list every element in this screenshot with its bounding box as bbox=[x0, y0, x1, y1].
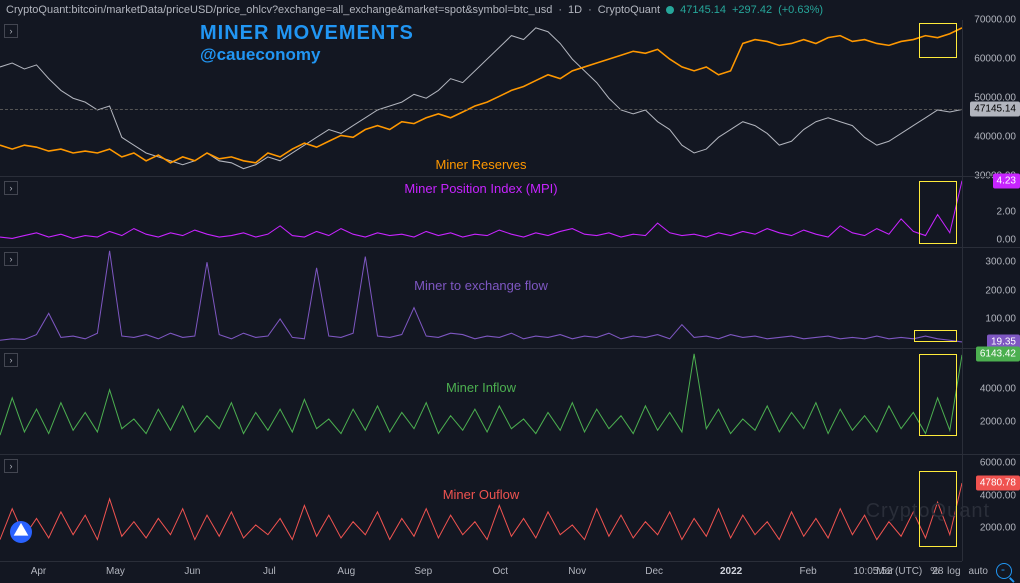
y-axis-area: 70000.0060000.0050000.0040000.0030000.00… bbox=[962, 20, 1020, 561]
xtick: Jul bbox=[263, 566, 276, 577]
value-tag-price: 47145.14 bbox=[970, 102, 1020, 117]
xtick: Nov bbox=[568, 566, 586, 577]
auto-label[interactable]: auto bbox=[969, 566, 988, 577]
value-tag-outflow: 4780.78 bbox=[976, 476, 1020, 491]
axis-panel-mpi[interactable]: 2.00 0.00 4.23 bbox=[962, 176, 1020, 247]
ytick: 2000.00 bbox=[980, 523, 1016, 534]
ytick: 100.00 bbox=[985, 314, 1016, 325]
zoom-icon[interactable] bbox=[996, 563, 1012, 579]
author-handle: @caueconomy bbox=[200, 45, 414, 65]
interval: 1D bbox=[568, 0, 582, 20]
main-title: MINER MOVEMENTS bbox=[200, 22, 414, 45]
log-label[interactable]: log bbox=[947, 566, 960, 577]
axis-panel-inflow[interactable]: 4000.00 2000.00 6143.42 bbox=[962, 348, 1020, 455]
xtick: Oct bbox=[492, 566, 508, 577]
panel-label-mpi: Miner Position Index (MPI) bbox=[404, 181, 557, 196]
highlight-box bbox=[919, 181, 957, 244]
series-m2e bbox=[0, 251, 962, 342]
highlight-box bbox=[914, 330, 957, 342]
panel-mpi[interactable]: › Miner Position Index (MPI) bbox=[0, 176, 962, 247]
panel-label-m2e: Miner to exchange flow bbox=[414, 278, 548, 293]
xtick: Jun bbox=[184, 566, 200, 577]
axis-panel-price[interactable]: 70000.0060000.0050000.0040000.0030000.00… bbox=[962, 20, 1020, 176]
x-axis: AprMayJunJulAugSepOctNovDec2022FebMar28 bbox=[0, 561, 962, 583]
xtick: Aug bbox=[337, 566, 355, 577]
panel-toggle[interactable]: › bbox=[4, 252, 18, 266]
xtick: Apr bbox=[31, 566, 47, 577]
last-price: 47145.14 bbox=[680, 0, 726, 20]
title-overlay: MINER MOVEMENTS @caueconomy bbox=[200, 22, 414, 65]
highlight-box bbox=[919, 354, 957, 436]
alert-badge-icon[interactable] bbox=[10, 521, 32, 543]
ytick: 4000.00 bbox=[980, 384, 1016, 395]
ytick: 300.00 bbox=[985, 257, 1016, 268]
clock: 10:05:52 (UTC) bbox=[853, 566, 922, 577]
status-dot bbox=[666, 6, 674, 14]
charts-area: › Miner Reserves › Miner Position Index (MP… bbox=[0, 20, 962, 561]
value-tag-mpi: 4.23 bbox=[993, 174, 1020, 189]
panel-outflow[interactable]: › Miner Ouflow bbox=[0, 454, 962, 561]
price-change: +297.42 bbox=[732, 0, 772, 20]
ytick: 0.00 bbox=[997, 235, 1016, 246]
price-change-pct: (+0.63%) bbox=[778, 0, 823, 20]
panel-label-outflow: Miner Ouflow bbox=[443, 487, 520, 502]
ytick: 40000.00 bbox=[974, 132, 1016, 143]
panel-toggle[interactable]: › bbox=[4, 459, 18, 473]
ytick: 2.00 bbox=[997, 207, 1016, 218]
ytick: 200.00 bbox=[985, 285, 1016, 296]
xtick: May bbox=[106, 566, 125, 577]
series-reserves bbox=[0, 28, 962, 163]
series-price bbox=[0, 28, 962, 169]
xtick: Sep bbox=[414, 566, 432, 577]
panel-toggle[interactable]: › bbox=[4, 24, 18, 38]
price-hline bbox=[0, 109, 962, 110]
chart-header: CryptoQuant:bitcoin/marketData/priceUSD/… bbox=[0, 0, 1020, 20]
panel-inflow[interactable]: › Miner Inflow bbox=[0, 348, 962, 455]
ytick: 6000.00 bbox=[980, 458, 1016, 469]
xtick: Feb bbox=[799, 566, 816, 577]
ytick: 60000.00 bbox=[974, 54, 1016, 65]
value-tag-inflow: 6143.42 bbox=[976, 347, 1020, 362]
pct-label[interactable]: % bbox=[930, 566, 939, 577]
ytick: 70000.00 bbox=[974, 15, 1016, 26]
panel-price[interactable]: › Miner Reserves bbox=[0, 20, 962, 176]
axis-panel-m2e[interactable]: 300.00200.00100.0019.35 bbox=[962, 247, 1020, 347]
highlight-box bbox=[919, 23, 957, 57]
source-path: CryptoQuant:bitcoin/marketData/priceUSD/… bbox=[6, 0, 552, 20]
ytick: 2000.00 bbox=[980, 416, 1016, 427]
panel-toggle[interactable]: › bbox=[4, 181, 18, 195]
panel-toggle[interactable]: › bbox=[4, 353, 18, 367]
panel-m2e[interactable]: › Miner to exchange flow bbox=[0, 247, 962, 347]
xtick: 2022 bbox=[720, 566, 742, 577]
xtick: Dec bbox=[645, 566, 663, 577]
provider: CryptoQuant bbox=[598, 0, 660, 20]
highlight-box bbox=[919, 471, 957, 547]
panel-label-price: Miner Reserves bbox=[435, 157, 526, 172]
status-bar: 10:05:52 (UTC) % log auto bbox=[853, 563, 1012, 579]
panel-label-inflow: Miner Inflow bbox=[446, 380, 516, 395]
